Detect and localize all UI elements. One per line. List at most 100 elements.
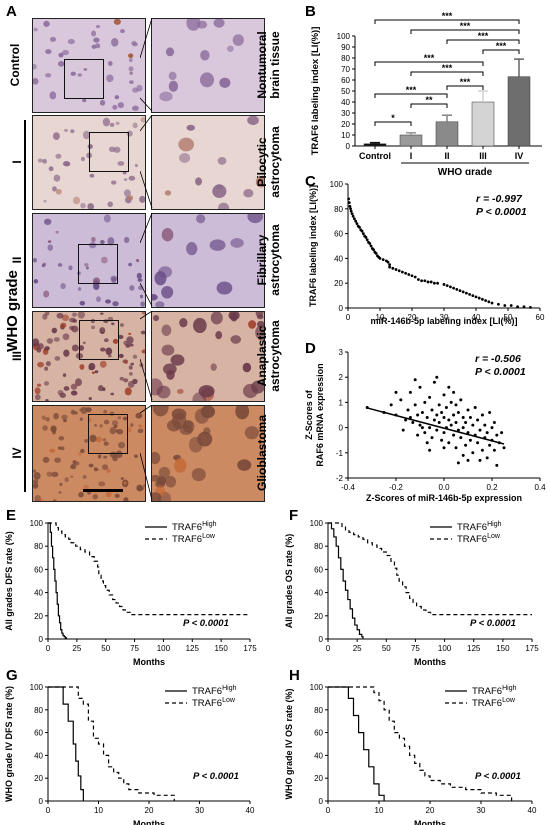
cell-nucleus bbox=[123, 340, 128, 346]
cell-nucleus bbox=[93, 37, 100, 43]
cell-nucleus bbox=[103, 441, 109, 446]
stat-p: P < 0.0001 bbox=[476, 206, 527, 218]
scatter-point bbox=[500, 431, 504, 435]
cell-nucleus bbox=[217, 156, 227, 165]
y-tick-label: 40 bbox=[314, 751, 323, 760]
cell-nucleus bbox=[93, 423, 97, 427]
x-tick-label: 150 bbox=[214, 644, 228, 653]
scatter-point bbox=[474, 295, 478, 299]
x-tick-label: 125 bbox=[186, 644, 200, 653]
y-tick-label: 100 bbox=[30, 683, 44, 692]
cell-nucleus bbox=[45, 49, 52, 55]
y-tick-label: 80 bbox=[341, 54, 350, 63]
cell-nucleus bbox=[89, 434, 97, 443]
legend-text: TRAF6 bbox=[192, 686, 222, 697]
scatter-point bbox=[406, 408, 410, 412]
p-value: P < 0.0001 bbox=[183, 618, 229, 629]
cell-nucleus bbox=[123, 189, 131, 198]
scatter-point bbox=[413, 403, 417, 407]
cell-nucleus bbox=[34, 495, 42, 501]
cell-nucleus bbox=[105, 299, 111, 304]
cell-nucleus bbox=[60, 446, 65, 451]
cell-nucleus bbox=[63, 128, 69, 132]
cell-nucleus bbox=[237, 459, 252, 471]
scatter-point bbox=[442, 416, 446, 420]
legend-text: TRAF6 bbox=[192, 698, 222, 709]
scatter-point bbox=[449, 400, 453, 404]
cell-nucleus bbox=[128, 66, 134, 72]
cell-nucleus bbox=[191, 467, 206, 482]
x-tick-label: 30 bbox=[195, 806, 204, 815]
x-tick-label: 175 bbox=[243, 644, 257, 653]
cell-nucleus bbox=[43, 290, 50, 298]
cell-nucleus bbox=[107, 201, 113, 208]
y-axis-label: WHO grade IV OS rate (%) bbox=[284, 688, 294, 799]
histology-texture bbox=[152, 406, 259, 501]
cell-nucleus bbox=[52, 499, 57, 501]
histology-texture bbox=[152, 312, 264, 401]
legend-label: TRAF6High bbox=[192, 685, 237, 697]
y-tick-label: 0 bbox=[339, 304, 344, 313]
cell-nucleus bbox=[102, 438, 107, 442]
scatter-point bbox=[442, 431, 446, 435]
cell-nucleus bbox=[188, 436, 203, 453]
y-tick-label: 60 bbox=[34, 729, 43, 738]
who-grade-bracket bbox=[24, 120, 26, 492]
cell-nucleus bbox=[99, 424, 103, 428]
histology-type-label-line: Glioblastoma bbox=[255, 414, 269, 491]
scale-bar bbox=[83, 489, 123, 492]
cell-nucleus bbox=[99, 99, 106, 106]
y-tick-label: 20 bbox=[34, 774, 43, 783]
y-tick-label: 30 bbox=[341, 109, 350, 118]
scatter-point bbox=[417, 278, 420, 281]
scatter-point bbox=[456, 461, 460, 465]
scatter-point bbox=[466, 458, 470, 462]
cell-nucleus bbox=[209, 239, 226, 251]
cell-nucleus bbox=[82, 130, 90, 140]
histology-tile-overview bbox=[32, 115, 146, 210]
survival-curve bbox=[328, 522, 532, 616]
y-tick-label: 70 bbox=[341, 65, 350, 74]
cell-nucleus bbox=[117, 161, 125, 166]
histology-tile-zoom bbox=[151, 115, 265, 210]
cell-nucleus bbox=[53, 174, 61, 182]
scatter-point bbox=[425, 441, 429, 445]
scatter-point bbox=[454, 403, 458, 407]
scatter-point bbox=[440, 410, 444, 414]
x-tick-label: 30 bbox=[477, 806, 486, 815]
cell-nucleus bbox=[247, 214, 264, 224]
cell-nucleus bbox=[132, 122, 138, 129]
legend-label: TRAF6High bbox=[457, 521, 502, 533]
scatter-point bbox=[454, 421, 458, 425]
y-tick-label: -2 bbox=[336, 474, 344, 483]
significance-bracket bbox=[374, 93, 448, 98]
legend-label: TRAF6High bbox=[172, 521, 217, 533]
bar bbox=[363, 143, 387, 147]
cell-nucleus bbox=[44, 366, 49, 371]
cell-nucleus bbox=[152, 406, 169, 417]
cell-nucleus bbox=[58, 52, 64, 58]
y-tick-label: 3 bbox=[339, 348, 344, 357]
cell-nucleus bbox=[36, 347, 42, 353]
cell-nucleus bbox=[128, 53, 134, 58]
x-axis-label: Months bbox=[414, 819, 446, 825]
cell-nucleus bbox=[127, 380, 135, 388]
cell-nucleus bbox=[99, 360, 107, 368]
cell-nucleus bbox=[251, 380, 264, 394]
cell-nucleus bbox=[79, 417, 84, 421]
cell-nucleus bbox=[78, 491, 84, 498]
scatter-point bbox=[433, 281, 436, 285]
cell-nucleus bbox=[170, 354, 185, 366]
cell-nucleus bbox=[33, 279, 39, 284]
cell-nucleus bbox=[46, 471, 53, 477]
bar bbox=[507, 76, 531, 147]
y-tick-label: 80 bbox=[314, 706, 323, 715]
y-tick-label: 40 bbox=[34, 589, 43, 598]
scatter-point bbox=[411, 421, 415, 425]
cell-nucleus bbox=[244, 426, 259, 440]
scatter-point bbox=[487, 300, 491, 304]
cell-nucleus bbox=[129, 343, 134, 347]
x-tick-label: 10 bbox=[94, 806, 103, 815]
cell-nucleus bbox=[95, 25, 101, 29]
y-tick-label: 20 bbox=[314, 774, 323, 783]
